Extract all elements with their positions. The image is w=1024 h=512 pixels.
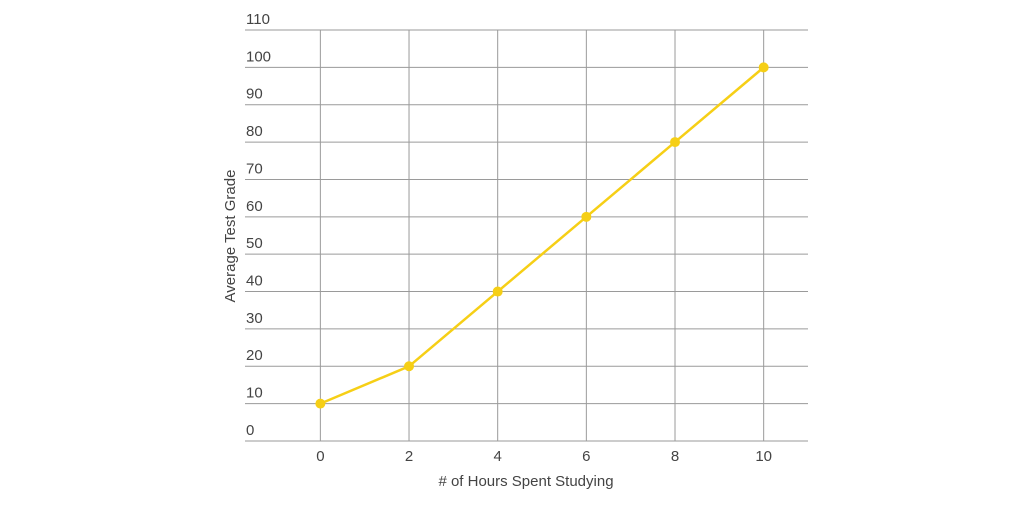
point [404, 361, 415, 372]
point [758, 62, 769, 73]
x-tick-label: 2 [405, 448, 413, 465]
point [581, 211, 592, 222]
x-axis-label: # of Hours Spent Studying [438, 473, 613, 490]
y-tick-label: 0 [246, 422, 254, 439]
point [492, 286, 503, 297]
x-tick-label: 10 [755, 448, 772, 465]
y-tick-label: 10 [246, 385, 263, 402]
x-tick-label: 0 [316, 448, 324, 465]
y-tick-label: 40 [246, 273, 263, 290]
y-tick-label: 100 [246, 48, 271, 65]
y-tick-label: 110 [246, 11, 270, 28]
x-tick-label: 6 [582, 448, 590, 465]
point [670, 137, 681, 148]
y-tick-label: 30 [246, 310, 263, 327]
x-tick-label: 8 [671, 448, 679, 465]
x-tick-label: 4 [494, 448, 502, 465]
y-tick-label: 60 [246, 198, 263, 215]
y-tick-label: 90 [246, 86, 263, 103]
y-tick-label: 50 [246, 235, 263, 252]
point [315, 398, 326, 409]
y-tick-label: 80 [246, 123, 263, 140]
y-tick-label: 70 [246, 160, 263, 177]
y-axis-label: Average Test Grade [222, 170, 239, 303]
line [319, 66, 765, 405]
y-tick-label: 20 [246, 347, 263, 364]
